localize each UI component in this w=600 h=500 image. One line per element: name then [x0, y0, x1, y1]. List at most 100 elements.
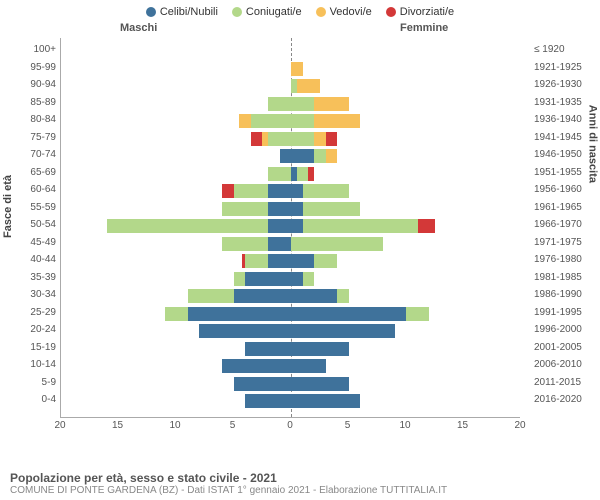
bar-segment-male	[251, 114, 291, 128]
age-label: 15-19	[0, 342, 56, 353]
age-label: 45-49	[0, 237, 56, 248]
age-label: 40-44	[0, 254, 56, 265]
bar-segment-male	[280, 149, 292, 163]
bar-segment-male	[165, 307, 188, 321]
bar-segment-male	[188, 289, 234, 303]
x-tick: 10	[169, 420, 180, 431]
age-label: 70-74	[0, 149, 56, 160]
age-label: 25-29	[0, 307, 56, 318]
pyramid-row	[61, 183, 520, 199]
bar-segment-female	[297, 167, 309, 181]
bar-segment-female	[291, 272, 303, 286]
chart-area: Fasce di età Anni di nascita 20151050510…	[0, 38, 600, 438]
age-label: 20-24	[0, 324, 56, 335]
bar-segment-female	[326, 149, 338, 163]
age-label: 5-9	[0, 377, 56, 388]
legend-item: Divorziati/e	[386, 6, 454, 18]
bar-segment-female	[291, 62, 303, 76]
bar-segment-female	[291, 219, 303, 233]
pyramid-row	[61, 323, 520, 339]
bar-segment-female	[314, 114, 360, 128]
pyramid-row	[61, 43, 520, 59]
bar-segment-female	[291, 237, 383, 251]
bar-segment-female	[291, 114, 314, 128]
pyramid-row	[61, 271, 520, 287]
x-tick: 20	[514, 420, 525, 431]
legend-swatch	[232, 7, 242, 17]
year-label: 1991-1995	[534, 307, 600, 318]
bar-segment-female	[406, 307, 429, 321]
bar-segment-female	[291, 132, 314, 146]
x-tick: 15	[112, 420, 123, 431]
pyramid-row	[61, 218, 520, 234]
year-label: 1981-1985	[534, 272, 600, 283]
bar-segment-male	[199, 324, 291, 338]
bar-segment-female	[291, 184, 303, 198]
legend-label: Celibi/Nubili	[160, 6, 218, 18]
bar-segment-female	[303, 184, 349, 198]
bar-segment-female	[308, 167, 314, 181]
age-label: 85-89	[0, 97, 56, 108]
bar-segment-female	[291, 307, 406, 321]
year-label: 2011-2015	[534, 377, 600, 388]
year-label: 1956-1960	[534, 184, 600, 195]
bar-segment-male	[234, 272, 246, 286]
pyramid-row	[61, 288, 520, 304]
header-female: Femmine	[400, 22, 448, 34]
bar-segment-male	[222, 184, 234, 198]
year-label: 1941-1945	[534, 132, 600, 143]
x-tick: 10	[399, 420, 410, 431]
bar-segment-male	[245, 394, 291, 408]
bar-segment-male	[268, 202, 291, 216]
pyramid-row	[61, 148, 520, 164]
legend: Celibi/NubiliConiugati/eVedovi/eDivorzia…	[0, 0, 600, 22]
year-label: 1931-1935	[534, 97, 600, 108]
bar-segment-male	[234, 377, 292, 391]
age-label: 35-39	[0, 272, 56, 283]
bar-segment-female	[291, 289, 337, 303]
year-label: ≤ 1920	[534, 44, 600, 55]
age-label: 100+	[0, 44, 56, 55]
bar-segment-female	[291, 359, 326, 373]
age-label: 0-4	[0, 394, 56, 405]
legend-swatch	[316, 7, 326, 17]
bar-segment-male	[188, 307, 292, 321]
footer-title: Popolazione per età, sesso e stato civil…	[10, 471, 590, 485]
bar-segment-female	[297, 79, 320, 93]
age-label: 10-14	[0, 359, 56, 370]
age-label: 50-54	[0, 219, 56, 230]
header-male: Maschi	[120, 22, 157, 34]
year-label: 1996-2000	[534, 324, 600, 335]
age-label: 95-99	[0, 62, 56, 73]
age-label: 65-69	[0, 167, 56, 178]
bar-segment-male	[268, 254, 291, 268]
pyramid-row	[61, 376, 520, 392]
x-tick: 15	[457, 420, 468, 431]
legend-item: Celibi/Nubili	[146, 6, 218, 18]
age-label: 55-59	[0, 202, 56, 213]
bar-segment-female	[418, 219, 435, 233]
year-label: 1951-1955	[534, 167, 600, 178]
x-tick: 0	[287, 420, 293, 431]
bar-segment-female	[303, 202, 361, 216]
footer: Popolazione per età, sesso e stato civil…	[10, 471, 590, 496]
bar-segment-male	[268, 167, 291, 181]
pyramid-row	[61, 253, 520, 269]
legend-item: Vedovi/e	[316, 6, 372, 18]
legend-swatch	[386, 7, 396, 17]
age-label: 60-64	[0, 184, 56, 195]
pyramid-row	[61, 358, 520, 374]
bar-segment-female	[291, 97, 314, 111]
bar-segment-male	[245, 272, 291, 286]
year-label: 1921-1925	[534, 62, 600, 73]
year-label: 1966-1970	[534, 219, 600, 230]
bar-segment-female	[291, 202, 303, 216]
bar-segment-male	[234, 184, 269, 198]
bar-segment-male	[245, 254, 268, 268]
bar-segment-male	[262, 132, 268, 146]
bar-segment-male	[268, 132, 291, 146]
pyramid-row	[61, 201, 520, 217]
year-label: 1926-1930	[534, 79, 600, 90]
age-label: 90-94	[0, 79, 56, 90]
bar-segment-male	[268, 219, 291, 233]
